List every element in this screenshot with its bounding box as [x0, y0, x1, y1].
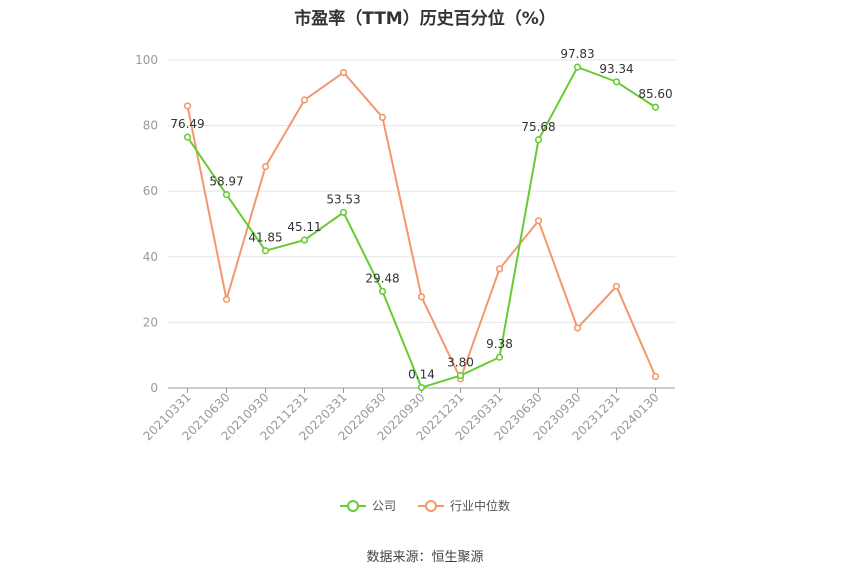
data-point: [300, 236, 309, 244]
data-point: [261, 247, 270, 255]
data-label: 76.49: [170, 117, 204, 131]
legend: 公司 行业中位数: [0, 497, 850, 514]
data-point: [222, 295, 231, 304]
data-point: [339, 68, 348, 77]
data-point: [300, 96, 309, 104]
legend-swatch-industry-median: [418, 499, 444, 513]
data-label: 0.14: [408, 368, 435, 382]
legend-label-industry-median: 行业中位数: [450, 499, 511, 513]
y-tick-label: 20: [143, 315, 158, 329]
legend-item-company[interactable]: 公司: [339, 497, 396, 514]
grid-lines: [168, 59, 675, 323]
series-line-1: [186, 71, 657, 382]
data-point: [612, 282, 621, 290]
data-point: [183, 102, 192, 110]
data-point: [378, 287, 387, 295]
data-label: 45.11: [287, 220, 321, 234]
data-point: [651, 372, 660, 381]
y-tick-label: 40: [143, 250, 158, 264]
data-label: 3.80: [447, 356, 474, 370]
data-point: [339, 208, 348, 217]
data-point: [495, 353, 504, 361]
data-point: [612, 78, 621, 86]
data-label: 9.38: [486, 337, 513, 351]
data-point: [183, 133, 192, 141]
data-label: 85.60: [638, 87, 672, 101]
source-note: 数据来源：恒生聚源: [366, 550, 484, 565]
data-point: [417, 293, 426, 301]
legend-swatch-company: [339, 499, 366, 513]
data-labels: 76.49 58.97 41.85 45.11 53.53 29.48 0.14 3.80 9.…: [170, 47, 672, 381]
data-point: [261, 163, 270, 171]
y-tick-label: 60: [143, 184, 158, 198]
data-point: [534, 136, 543, 144]
data-point: [534, 217, 543, 225]
data-label: 53.53: [326, 192, 360, 206]
data-point: [495, 265, 504, 273]
data-label: 75.68: [521, 120, 555, 134]
y-tick-label: 100: [135, 53, 158, 67]
data-point: [222, 190, 231, 199]
data-point: [573, 63, 582, 71]
data-label: 29.48: [365, 271, 399, 285]
data-point: [456, 371, 465, 380]
legend-item-industry-median[interactable]: 行业中位数: [418, 497, 510, 514]
y-tick-label: 0: [150, 381, 158, 395]
chart-title: 市盈率（TTM）历史百分位（%）: [294, 9, 556, 29]
data-point: [378, 113, 387, 121]
series-lines: [183, 63, 660, 392]
y-tick-label: 80: [143, 119, 158, 133]
series-line-0: [186, 65, 657, 389]
data-point: [417, 383, 426, 392]
data-label: 93.34: [599, 62, 633, 76]
data-point: [573, 324, 582, 332]
legend-label-company: 公司: [371, 499, 396, 513]
data-point: [651, 103, 660, 111]
data-label: 58.97: [209, 175, 243, 189]
data-label: 41.85: [248, 231, 282, 245]
data-label: 97.83: [560, 47, 594, 61]
